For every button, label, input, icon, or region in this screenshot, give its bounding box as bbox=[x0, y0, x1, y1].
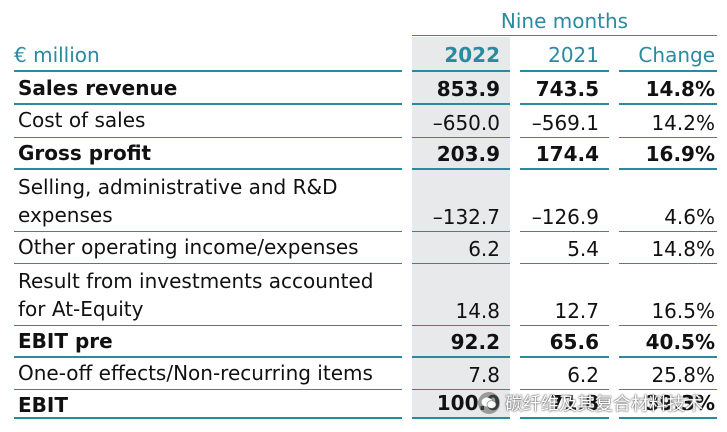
value-2021: 65.6 bbox=[549, 330, 599, 354]
table-row: Result from investments accounted for At… bbox=[14, 265, 717, 326]
row-label-line: Result from investments accounted bbox=[18, 269, 374, 293]
table-row: Other operating income/expenses 6.2 5.4 … bbox=[14, 233, 717, 264]
table-row: Gross profit 203.9 174.4 16.9% bbox=[14, 139, 717, 170]
value-change: 14.8% bbox=[645, 77, 715, 101]
column-header-2021: 2021 bbox=[520, 37, 609, 72]
value-2021: 174.4 bbox=[535, 142, 599, 166]
value-2022: –650.0 bbox=[432, 111, 500, 135]
value-change: 16.5% bbox=[651, 299, 715, 323]
value-change: 25.8% bbox=[651, 363, 715, 387]
table-row: Selling, administrative and R&D expenses… bbox=[14, 171, 717, 232]
value-2022: 7.8 bbox=[468, 363, 500, 387]
table-row: EBIT 100.0 71.8 39.3% bbox=[14, 391, 717, 419]
row-label: Cost of sales bbox=[14, 106, 402, 138]
value-2022: –132.7 bbox=[432, 205, 500, 229]
value-change: 39.3% bbox=[645, 391, 715, 415]
row-label-line: for At-Equity bbox=[18, 297, 144, 321]
value-change: 14.2% bbox=[651, 111, 715, 135]
row-label: Gross profit bbox=[14, 139, 402, 170]
row-label: Result from investments accounted for At… bbox=[14, 265, 402, 326]
value-change: 4.6% bbox=[664, 205, 715, 229]
column-header-change: Change bbox=[619, 37, 717, 72]
value-change: 16.9% bbox=[645, 142, 715, 166]
value-2021: 5.4 bbox=[567, 237, 599, 261]
value-2021: 743.5 bbox=[535, 77, 599, 101]
watermark-text: 碳纤维及其复合材料技术 bbox=[505, 394, 703, 415]
value-change: 14.8% bbox=[651, 237, 715, 261]
row-label: Other operating income/expenses bbox=[14, 233, 402, 264]
column-header-2022: 2022 bbox=[412, 37, 510, 72]
value-2022: 853.9 bbox=[436, 77, 500, 101]
financial-table: Nine months € million 2022 2021 Change S… bbox=[14, 7, 717, 419]
wechat-icon bbox=[478, 392, 500, 414]
row-label: One-off effects/Non-recurring items bbox=[14, 359, 402, 390]
watermark: 碳纤维及其复合材料技术 bbox=[478, 388, 703, 418]
highlight-column-2022 bbox=[412, 37, 510, 419]
table-row: EBIT pre 92.2 65.6 40.5% bbox=[14, 327, 717, 358]
value-2021: –569.1 bbox=[531, 111, 599, 135]
value-2021: 6.2 bbox=[567, 363, 599, 387]
table-row: One-off effects/Non-recurring items 7.8 … bbox=[14, 359, 717, 390]
value-2022: 14.8 bbox=[455, 299, 500, 323]
column-header-row: € million 2022 2021 Change bbox=[14, 37, 717, 72]
row-label: Sales revenue bbox=[14, 74, 402, 105]
value-2022: 203.9 bbox=[436, 142, 500, 166]
value-2021: –126.9 bbox=[531, 205, 599, 229]
row-label: EBIT bbox=[14, 391, 402, 419]
table-row: Sales revenue 853.9 743.5 14.8% bbox=[14, 74, 717, 105]
value-2022: 6.2 bbox=[468, 237, 500, 261]
row-label-line: Selling, administrative and R&D bbox=[18, 175, 338, 199]
unit-label: € million bbox=[14, 37, 402, 72]
group-header: Nine months bbox=[412, 7, 717, 36]
value-2022: 92.2 bbox=[450, 330, 500, 354]
value-2021: 71.8 bbox=[549, 391, 599, 415]
row-label: Selling, administrative and R&D expenses bbox=[14, 171, 402, 232]
value-2021: 12.7 bbox=[554, 299, 599, 323]
row-label: EBIT pre bbox=[14, 327, 402, 358]
table-row: Cost of sales –650.0 –569.1 14.2% bbox=[14, 106, 717, 138]
row-label-line: expenses bbox=[18, 203, 113, 227]
value-change: 40.5% bbox=[645, 330, 715, 354]
